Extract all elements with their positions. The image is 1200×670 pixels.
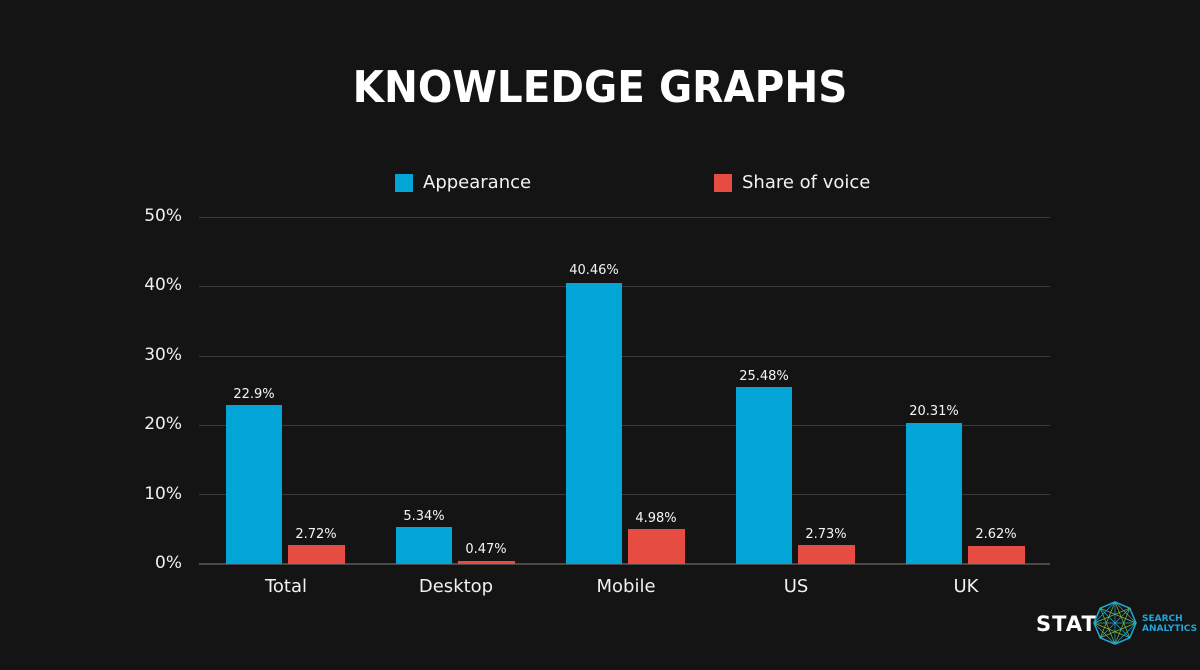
- y-tick-40: 40%: [144, 275, 182, 295]
- bar-label-uk-share-of-voice: 2.62%: [975, 527, 1017, 542]
- bar-label-uk-appearance: 20.31%: [909, 404, 959, 419]
- y-tick-10: 10%: [144, 484, 182, 504]
- bar-total-share-of-voice[interactable]: [288, 545, 345, 564]
- legend-swatch-appearance: [395, 173, 413, 192]
- bar-desktop-appearance[interactable]: [396, 527, 452, 564]
- y-tick-0: 0%: [155, 553, 182, 573]
- chart-title: KNOWLEDGE GRAPHS: [352, 62, 848, 113]
- bar-label-mobile-share-of-voice: 4.98%: [635, 511, 677, 526]
- bar-label-total-share-of-voice: 2.72%: [295, 527, 337, 542]
- bar-us-appearance[interactable]: [736, 387, 792, 564]
- y-tick-50: 50%: [144, 206, 182, 226]
- bar-mobile-appearance[interactable]: [566, 283, 622, 564]
- bar-label-desktop-share-of-voice: 0.47%: [465, 542, 507, 557]
- bar-us-share-of-voice[interactable]: [798, 545, 855, 564]
- x-label-mobile: Mobile: [596, 576, 656, 597]
- bar-total-appearance[interactable]: [226, 405, 282, 564]
- bar-uk-appearance[interactable]: [906, 423, 962, 564]
- gridline-50: [199, 217, 1050, 218]
- logo-tagline: SEARCH ANALYTICS: [1142, 614, 1197, 634]
- legend-item-appearance: Appearance: [395, 172, 531, 193]
- x-label-desktop: Desktop: [418, 576, 494, 597]
- network-globe-icon: [1093, 601, 1137, 645]
- y-tick-30: 30%: [144, 345, 182, 365]
- bar-label-total-appearance: 22.9%: [233, 387, 275, 402]
- stat-logo: STAT SEARCH ANALYTICS: [1036, 600, 1197, 650]
- bar-label-mobile-appearance: 40.46%: [569, 263, 619, 278]
- x-label-us: US: [783, 576, 809, 597]
- gridline-20: [199, 425, 1050, 426]
- x-label-uk: UK: [953, 576, 979, 597]
- bar-mobile-share-of-voice[interactable]: [628, 529, 685, 564]
- plot-area: 22.9% 2.72% 5.34% 0.47% 40.46% 4.98% 25.…: [199, 217, 1050, 565]
- y-tick-20: 20%: [144, 414, 182, 434]
- logo-wordmark: STAT: [1036, 612, 1097, 636]
- legend-item-share-of-voice: Share of voice: [714, 172, 870, 193]
- x-label-total: Total: [264, 576, 308, 597]
- bar-uk-share-of-voice[interactable]: [968, 546, 1025, 564]
- gridline-10: [199, 494, 1050, 495]
- bar-label-desktop-appearance: 5.34%: [403, 509, 445, 524]
- gridline-30: [199, 356, 1050, 357]
- gridline-40: [199, 286, 1050, 287]
- bar-label-us-share-of-voice: 2.73%: [805, 527, 847, 542]
- legend: Appearance Share of voice: [0, 172, 1200, 196]
- logo-tagline-line1: SEARCH: [1142, 614, 1183, 624]
- gridline-0: [199, 563, 1050, 565]
- legend-label-share-of-voice: Share of voice: [742, 172, 871, 193]
- logo-tagline-line2: ANALYTICS: [1142, 624, 1198, 634]
- legend-label-appearance: Appearance: [423, 172, 532, 193]
- legend-swatch-share-of-voice: [714, 173, 732, 192]
- bar-desktop-share-of-voice[interactable]: [458, 561, 515, 564]
- bar-label-us-appearance: 25.48%: [739, 369, 789, 384]
